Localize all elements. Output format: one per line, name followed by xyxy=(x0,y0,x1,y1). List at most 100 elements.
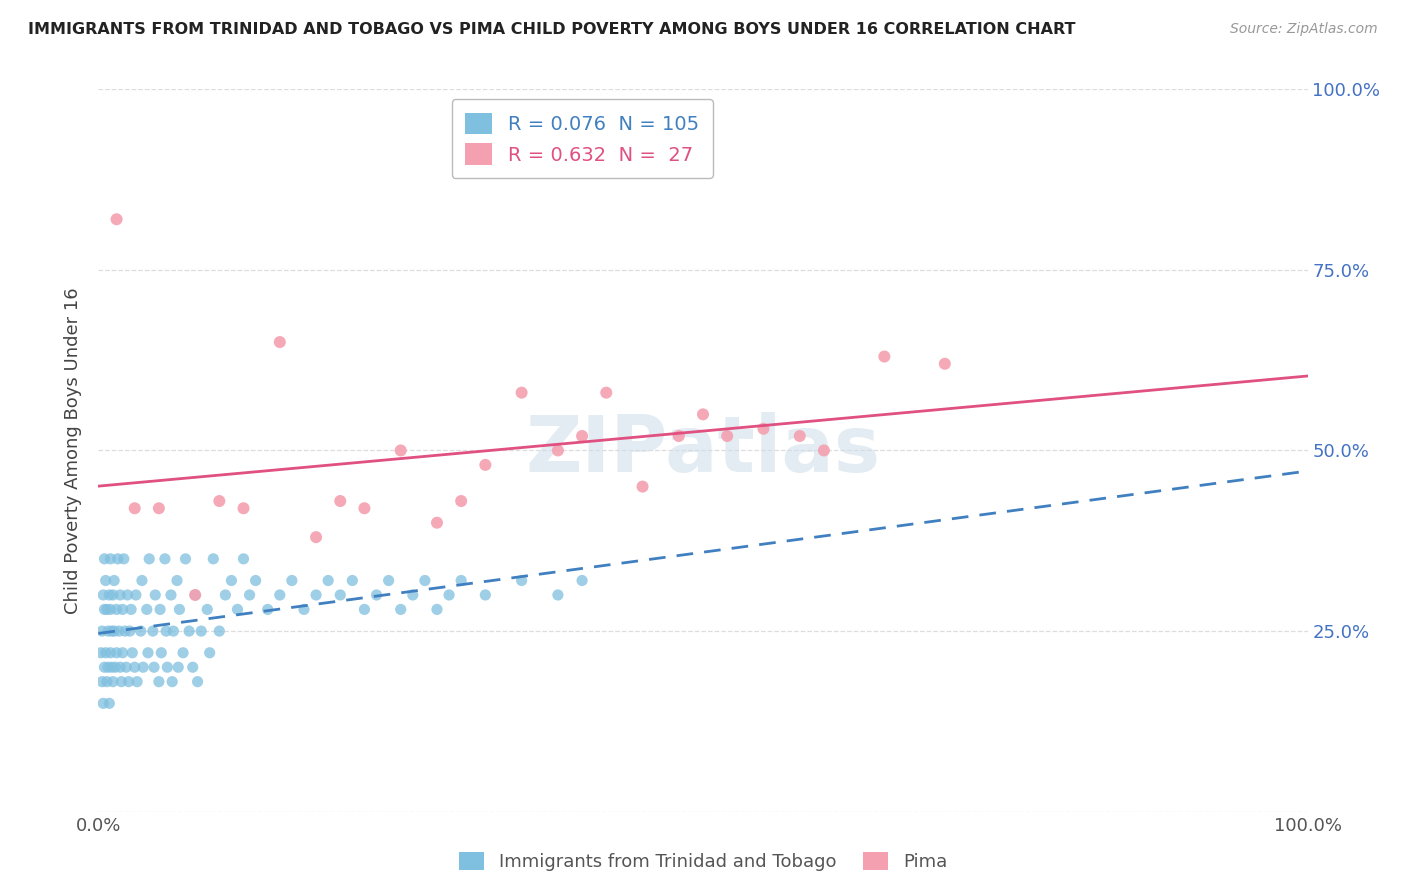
Point xyxy=(281,574,304,588)
Point xyxy=(450,574,472,588)
Point xyxy=(547,588,569,602)
Point xyxy=(426,602,449,616)
Point xyxy=(174,551,197,566)
Point xyxy=(716,429,738,443)
Point xyxy=(114,624,136,639)
Point xyxy=(631,480,654,494)
Point xyxy=(131,574,153,588)
Point xyxy=(226,602,249,616)
Point xyxy=(103,624,125,639)
Point xyxy=(91,696,114,710)
Point xyxy=(547,443,569,458)
Point xyxy=(329,494,352,508)
Point xyxy=(316,574,339,588)
Point xyxy=(571,429,593,443)
Point xyxy=(100,646,122,660)
Point xyxy=(105,212,128,227)
Point xyxy=(752,422,775,436)
Point xyxy=(118,674,141,689)
Legend: R = 0.076  N = 105, R = 0.632  N =  27: R = 0.076 N = 105, R = 0.632 N = 27 xyxy=(451,99,713,178)
Point xyxy=(167,660,190,674)
Point xyxy=(474,458,496,472)
Point xyxy=(91,674,114,689)
Y-axis label: Child Poverty Among Boys Under 16: Child Poverty Among Boys Under 16 xyxy=(65,287,83,614)
Point xyxy=(162,624,184,639)
Point xyxy=(232,551,254,566)
Point xyxy=(138,551,160,566)
Point xyxy=(292,602,315,616)
Point xyxy=(169,602,191,616)
Point xyxy=(96,674,118,689)
Point xyxy=(389,443,412,458)
Point xyxy=(510,574,533,588)
Point xyxy=(160,674,183,689)
Point xyxy=(595,385,617,400)
Point xyxy=(148,674,170,689)
Point xyxy=(101,674,124,689)
Point xyxy=(377,574,399,588)
Point xyxy=(91,588,114,602)
Point xyxy=(150,646,173,660)
Point xyxy=(181,660,204,674)
Point xyxy=(155,624,177,639)
Point xyxy=(94,574,117,588)
Point xyxy=(103,574,125,588)
Point xyxy=(96,602,118,616)
Point xyxy=(100,660,122,674)
Point xyxy=(111,602,134,616)
Point xyxy=(121,646,143,660)
Point xyxy=(245,574,267,588)
Point xyxy=(111,646,134,660)
Point xyxy=(136,646,159,660)
Point xyxy=(329,588,352,602)
Point xyxy=(124,501,146,516)
Point xyxy=(117,588,139,602)
Point xyxy=(93,660,115,674)
Point xyxy=(187,674,209,689)
Point xyxy=(353,501,375,516)
Point xyxy=(269,588,291,602)
Point xyxy=(108,624,131,639)
Point xyxy=(402,588,425,602)
Point xyxy=(934,357,956,371)
Point xyxy=(256,602,278,616)
Point xyxy=(571,574,593,588)
Point xyxy=(437,588,460,602)
Text: IMMIGRANTS FROM TRINIDAD AND TOBAGO VS PIMA CHILD POVERTY AMONG BOYS UNDER 16 CO: IMMIGRANTS FROM TRINIDAD AND TOBAGO VS P… xyxy=(28,22,1076,37)
Point xyxy=(413,574,436,588)
Point xyxy=(156,660,179,674)
Point xyxy=(104,660,127,674)
Point xyxy=(353,602,375,616)
Point xyxy=(389,602,412,616)
Point xyxy=(305,588,328,602)
Point xyxy=(239,588,262,602)
Point xyxy=(115,660,138,674)
Point xyxy=(208,494,231,508)
Point xyxy=(110,674,132,689)
Point xyxy=(692,407,714,421)
Point xyxy=(142,624,165,639)
Point xyxy=(129,624,152,639)
Point xyxy=(221,574,243,588)
Point xyxy=(450,494,472,508)
Point xyxy=(366,588,388,602)
Point xyxy=(124,660,146,674)
Point xyxy=(93,551,115,566)
Point xyxy=(342,574,364,588)
Point xyxy=(153,551,176,566)
Point xyxy=(149,602,172,616)
Point xyxy=(94,646,117,660)
Point xyxy=(105,602,128,616)
Point xyxy=(101,588,124,602)
Text: ZIPatlas: ZIPatlas xyxy=(526,412,880,489)
Point xyxy=(143,660,166,674)
Point xyxy=(91,624,114,639)
Legend: Immigrants from Trinidad and Tobago, Pima: Immigrants from Trinidad and Tobago, Pim… xyxy=(451,845,955,879)
Point xyxy=(202,551,225,566)
Point xyxy=(789,429,811,443)
Point xyxy=(179,624,201,639)
Point xyxy=(108,588,131,602)
Point xyxy=(97,624,120,639)
Point xyxy=(208,624,231,639)
Point xyxy=(190,624,212,639)
